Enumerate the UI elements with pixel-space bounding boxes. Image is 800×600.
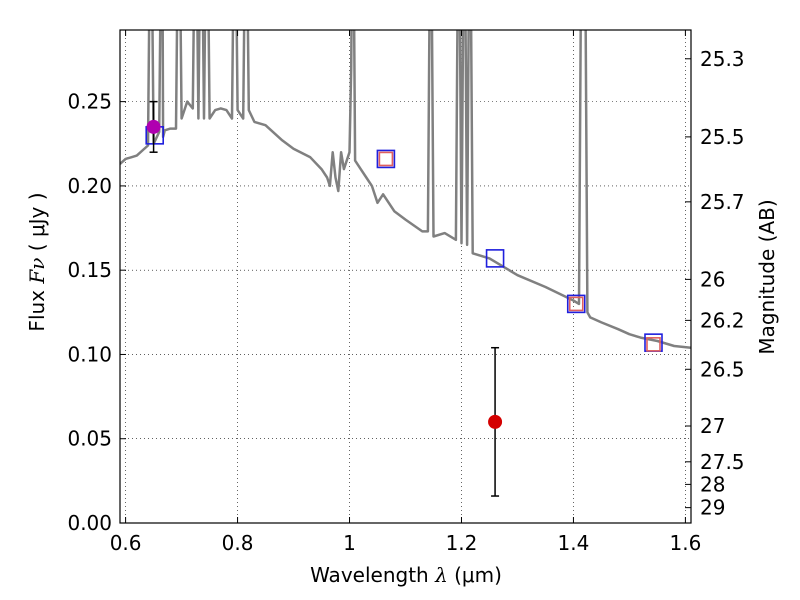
x-tick-label: 1.2: [446, 531, 478, 555]
y2-tick-label: 28: [700, 472, 725, 496]
observed-photometry-marker: [646, 337, 661, 352]
x-tick-label: 0.8: [222, 531, 254, 555]
y-tick-label: 0.05: [67, 427, 112, 451]
y-tick-label: 0.25: [67, 90, 112, 114]
y2-tick-label: 25.5: [700, 125, 745, 149]
x-tick-label: 1.4: [558, 531, 590, 555]
y2-tick-label: 25.3: [700, 47, 745, 71]
measurement-point: [488, 414, 503, 429]
model-spectrum-line: [120, 30, 691, 349]
plot-area: [120, 30, 691, 523]
y2-tick-label: 29: [700, 496, 725, 520]
observed-photometry-marker: [568, 296, 584, 312]
y-axis-label: Flux Fν ( μJy ): [25, 192, 49, 331]
y2-tick-label: 26: [700, 267, 725, 291]
model-photometry-marker: [376, 149, 396, 169]
x-axis-label: Wavelength λ (μm): [310, 563, 502, 587]
y2-tick-label: 26.5: [700, 357, 745, 381]
ticks: 0.6 0.8 1 1.2 1.4 1.6 0.00 0.05 0.10 0.15 0.20 0.25…: [67, 30, 745, 555]
data-layer: [120, 30, 691, 497]
x-tick-label: 0.6: [110, 531, 142, 555]
y2-axis-label: Magnitude (AB): [755, 199, 779, 354]
model-photometry-marker: [566, 294, 586, 314]
observed-photometry-marker: [378, 151, 394, 167]
x-tick-label: 1: [343, 531, 356, 555]
y-tick-label: 0.00: [67, 511, 112, 535]
y-tick-label: 0.15: [67, 258, 112, 282]
y2-tick-label: 27.5: [700, 450, 745, 474]
measurement-point: [146, 119, 161, 134]
plot-frame: [119, 29, 692, 524]
y-tick-label: 0.10: [67, 342, 112, 366]
y2-tick-label: 25.7: [700, 190, 745, 214]
model-photometry-marker: [485, 249, 505, 268]
y2-tick-label: 26.2: [700, 308, 745, 332]
x-tick-label: 1.6: [669, 531, 701, 555]
y2-tick-label: 27: [700, 414, 725, 438]
y-tick-label: 0.20: [67, 174, 112, 198]
